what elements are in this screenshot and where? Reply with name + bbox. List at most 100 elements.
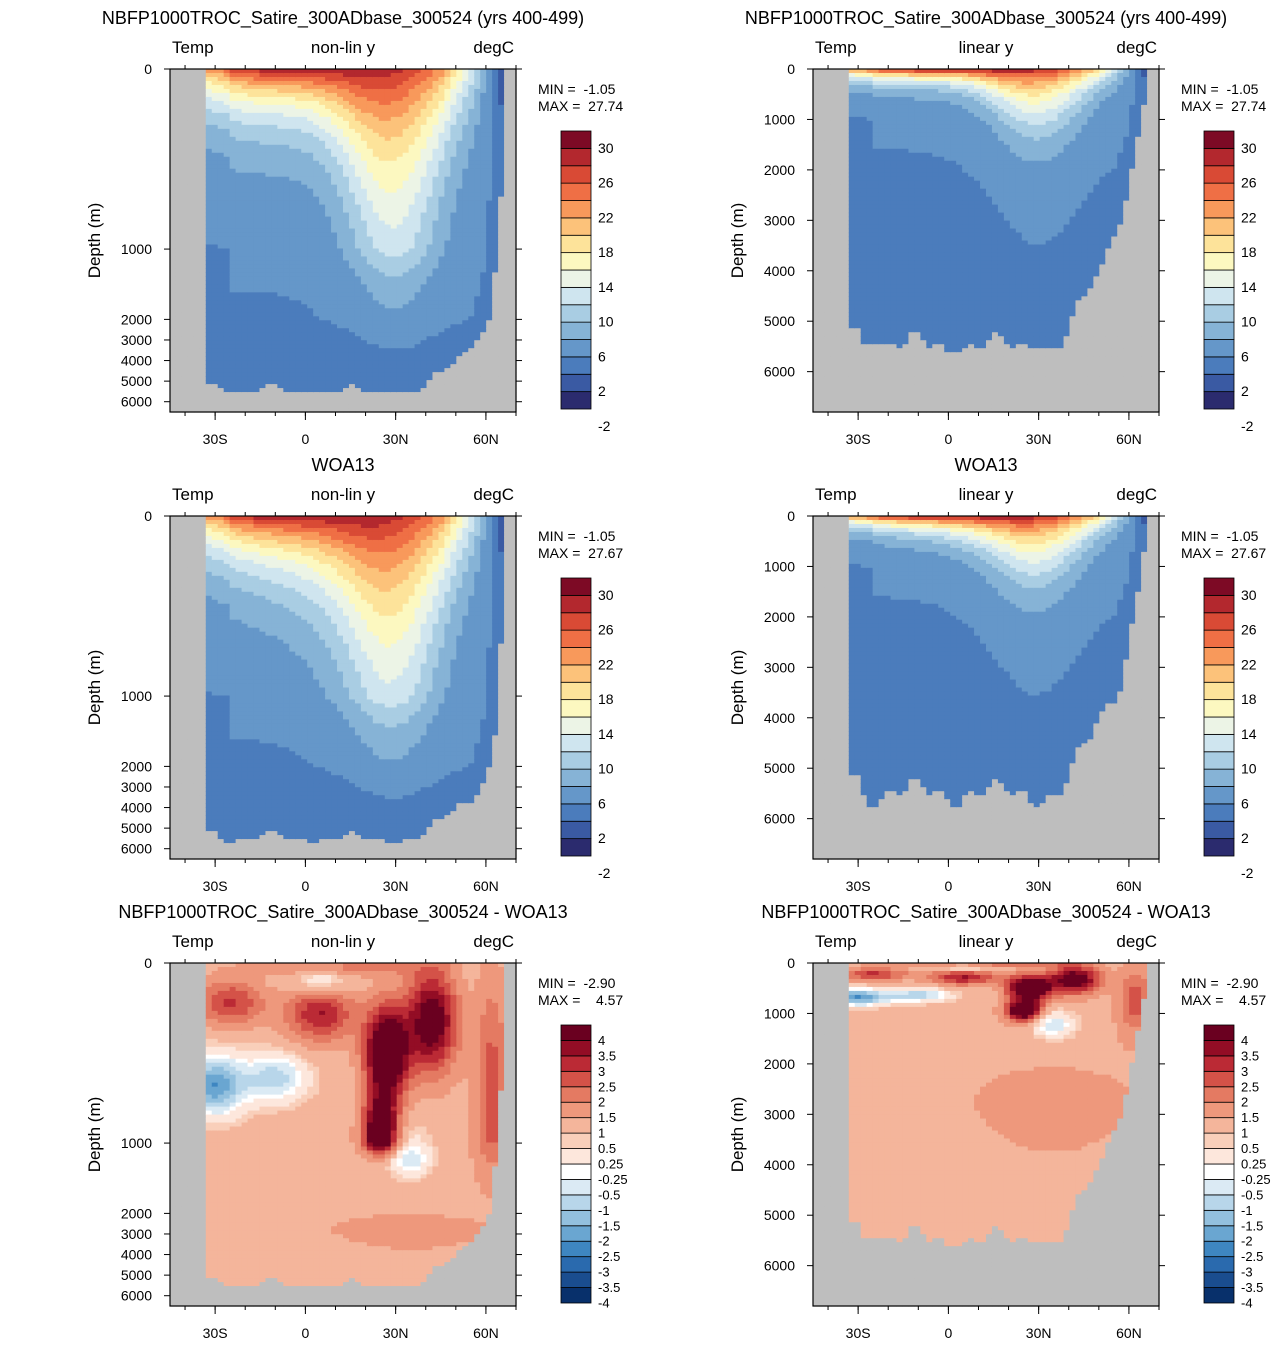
field-cell: [498, 132, 505, 138]
field-cell: [331, 384, 338, 389]
field-cell: [360, 184, 368, 190]
field-cell: [360, 264, 368, 270]
field-cell: [414, 84, 422, 90]
field-cell: [337, 320, 344, 325]
field-cell: [360, 96, 368, 102]
field-cell: [360, 304, 368, 309]
field-cell: [193, 108, 201, 114]
field-cell: [325, 124, 332, 130]
field-cell: [492, 128, 499, 134]
field-cell: [211, 176, 219, 182]
field-cell: [175, 364, 183, 369]
field-cell: [343, 284, 350, 289]
field-cell: [170, 69, 177, 74]
field-cell: [325, 144, 332, 150]
field-cell: [301, 244, 308, 250]
field-cell: [235, 176, 243, 182]
field-cell: [438, 344, 446, 349]
field-cell: [331, 300, 338, 305]
field-cell: [283, 136, 290, 142]
field-cell: [301, 196, 308, 202]
field-cell: [444, 148, 451, 154]
field-cell: [456, 112, 463, 118]
field-cell: [229, 364, 237, 369]
field-cell: [492, 80, 499, 86]
field-cell: [492, 252, 499, 258]
field-cell: [211, 260, 219, 266]
field-cell: [205, 312, 213, 317]
field-cell: [319, 320, 326, 325]
field-cell: [241, 144, 249, 150]
field-cell: [438, 188, 446, 194]
field-cell: [426, 300, 434, 305]
field-cell: [366, 408, 374, 413]
field-cell: [337, 284, 344, 289]
field-cell: [331, 104, 338, 110]
field-cell: [510, 324, 517, 329]
field-cell: [480, 284, 487, 289]
field-cell: [384, 76, 392, 82]
field-cell: [498, 372, 505, 377]
field-cell: [444, 120, 451, 126]
field-cell: [432, 192, 440, 198]
field-cell: [229, 120, 237, 126]
field-cell: [420, 156, 428, 162]
field-cell: [462, 368, 469, 373]
field-cell: [301, 268, 308, 274]
field-cell: [217, 160, 225, 166]
field-cell: [217, 204, 225, 210]
field-cell: [414, 236, 422, 242]
field-cell: [390, 372, 398, 377]
field-cell: [480, 276, 487, 281]
field-cell: [486, 188, 493, 194]
field-cell: [360, 76, 368, 82]
field-cell: [313, 144, 320, 150]
field-cell: [241, 344, 249, 349]
field-cell: [450, 308, 457, 313]
field-cell: [223, 188, 231, 194]
field-cell: [265, 264, 273, 270]
field-cell: [319, 384, 326, 389]
field-cell: [175, 192, 183, 198]
field-cell: [396, 404, 404, 409]
field-cell: [211, 248, 219, 254]
field-cell: [348, 140, 356, 146]
field-cell: [372, 364, 380, 369]
field-cell: [402, 364, 410, 369]
field-cell: [187, 404, 195, 409]
field-cell: [348, 308, 356, 313]
field-cell: [247, 376, 255, 381]
field-cell: [193, 196, 201, 202]
field-cell: [289, 260, 296, 266]
field-cell: [456, 184, 463, 190]
field-cell: [343, 116, 350, 122]
field-cell: [187, 312, 195, 317]
field-cell: [343, 104, 350, 110]
field-cell: [420, 152, 428, 158]
field-cell: [265, 100, 273, 106]
field-cell: [325, 160, 332, 166]
field-cell: [462, 336, 469, 341]
field-cell: [390, 408, 398, 413]
field-cell: [229, 136, 237, 142]
field-cell: [354, 192, 362, 198]
field-cell: [247, 180, 255, 186]
field-cell: [414, 316, 422, 321]
field-cell: [175, 204, 183, 210]
field-cell: [247, 256, 255, 262]
field-cell: [259, 360, 267, 365]
field-cell: [444, 236, 451, 242]
field-cell: [181, 352, 189, 357]
field-cell: [319, 160, 326, 166]
field-cell: [414, 144, 422, 150]
field-cell: [259, 108, 267, 114]
field-cell: [259, 196, 267, 202]
field-cell: [462, 364, 469, 369]
field-cell: [510, 116, 517, 122]
field-cell: [301, 288, 308, 293]
field-cell: [432, 140, 440, 146]
field-cell: [474, 328, 481, 333]
field-cell: [456, 328, 463, 333]
field-cell: [259, 236, 267, 242]
field-cell: [193, 296, 201, 301]
